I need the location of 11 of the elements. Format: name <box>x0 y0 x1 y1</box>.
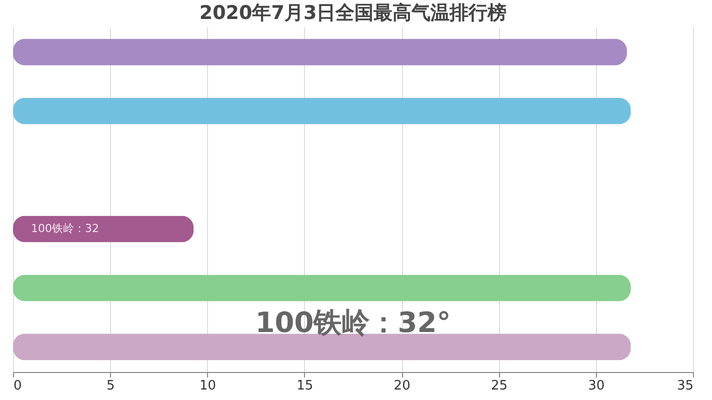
x-tick-label: 10 <box>200 378 216 394</box>
x-tick-label: 20 <box>394 378 410 394</box>
x-tick-label: 35 <box>676 378 694 394</box>
x-tick-label: 30 <box>588 378 605 394</box>
x-tick-label: 15 <box>296 378 314 394</box>
chart-title: 2020年7月3日全国最高气温排行榜 <box>199 2 507 24</box>
x-tick-label: 25 <box>490 378 508 394</box>
x-tick-label: 0 <box>14 378 22 394</box>
annotation: 100铁岭：32 <box>31 222 99 235</box>
annotation: 100铁岭：32° <box>255 306 451 339</box>
x-tick-label: 5 <box>106 378 115 394</box>
